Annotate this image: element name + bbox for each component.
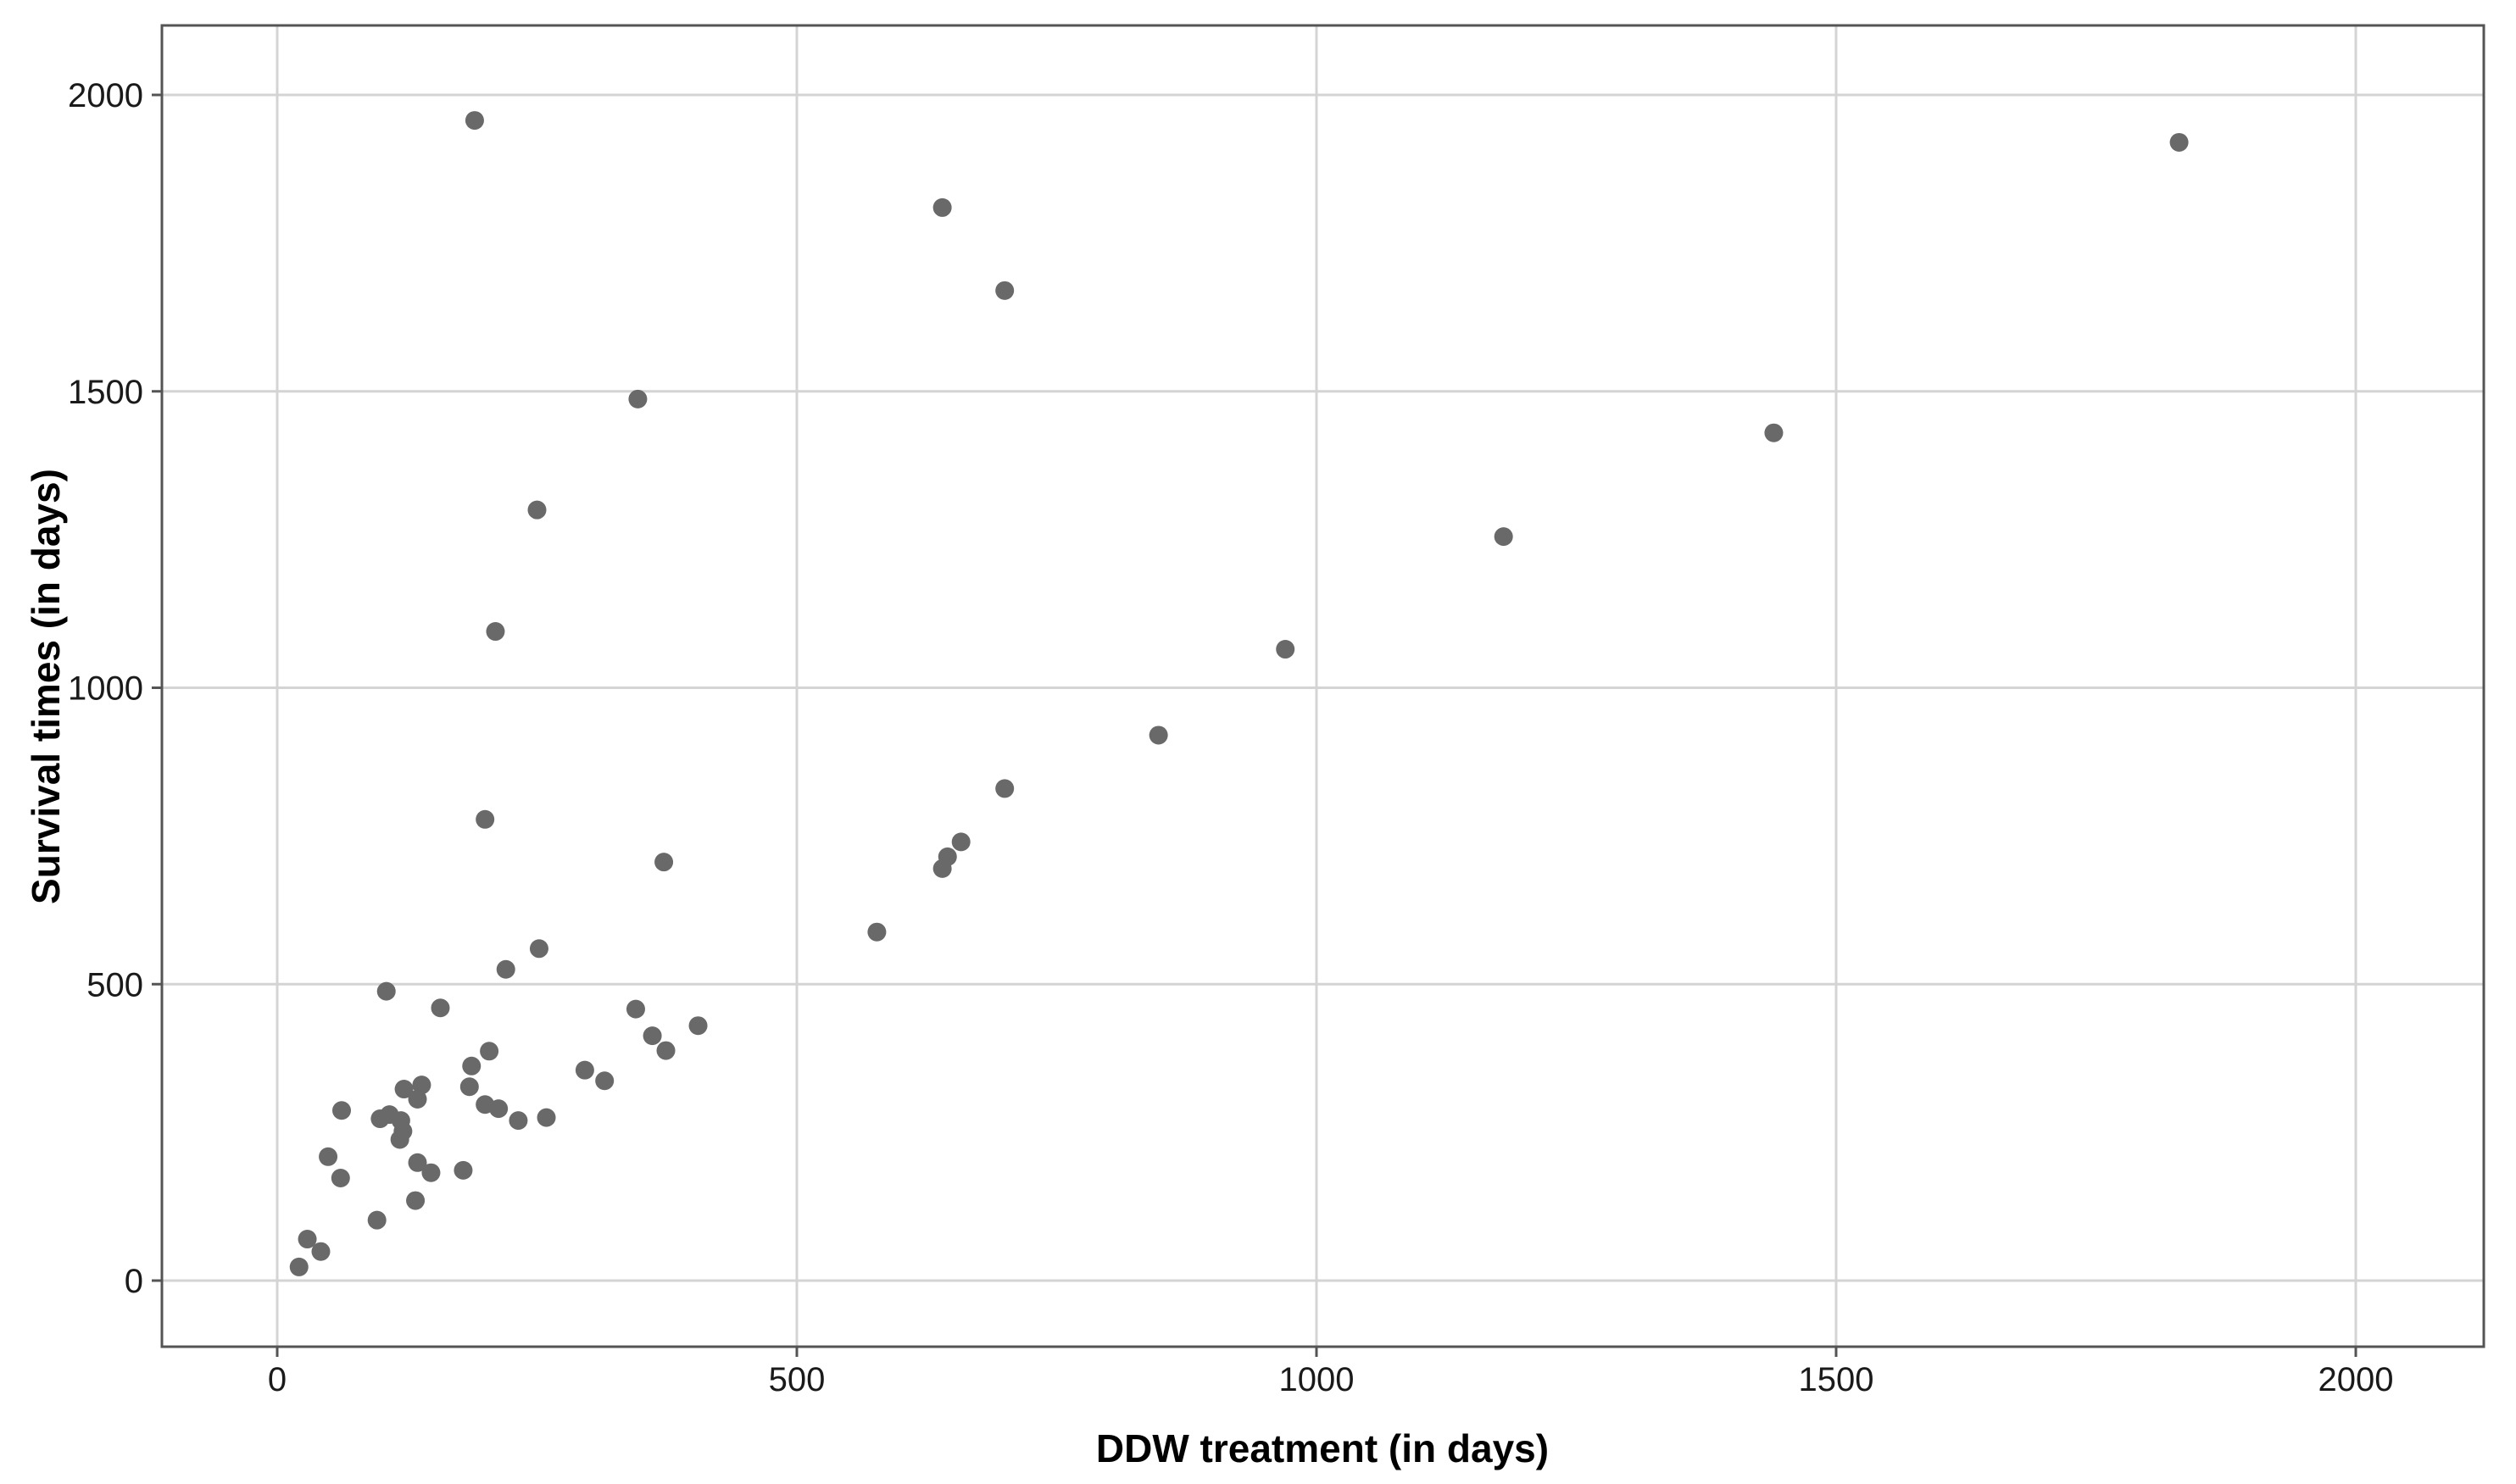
- data-point: [1494, 527, 1513, 547]
- data-point: [421, 1163, 441, 1182]
- data-point: [480, 1042, 499, 1061]
- data-point: [462, 1056, 481, 1075]
- data-point: [298, 1230, 317, 1249]
- data-point: [408, 1089, 427, 1109]
- data-point: [527, 500, 547, 520]
- data-point: [595, 1071, 615, 1091]
- data-point: [1149, 725, 1168, 745]
- x-tick-label: 1000: [1279, 1361, 1355, 1398]
- data-point: [311, 1242, 331, 1261]
- data-point: [951, 832, 971, 852]
- data-point: [486, 622, 505, 642]
- data-point: [489, 1099, 509, 1119]
- x-tick-label: 500: [769, 1361, 826, 1398]
- data-point: [1276, 640, 1295, 659]
- data-point: [656, 1041, 676, 1060]
- data-point: [476, 809, 495, 829]
- x-tick-label: 0: [268, 1361, 287, 1398]
- y-tick-label: 2000: [68, 77, 143, 114]
- data-point: [1764, 423, 1784, 442]
- data-point: [626, 999, 645, 1019]
- data-point: [628, 389, 648, 409]
- data-point: [995, 281, 1015, 300]
- data-point: [529, 939, 548, 959]
- x-tick-label: 1500: [1799, 1361, 1874, 1398]
- x-axis-title: DDW treatment (in days): [1095, 1426, 1550, 1470]
- y-axis-title: Survival times (in days): [24, 469, 68, 904]
- data-point: [2169, 132, 2189, 152]
- data-point: [496, 959, 515, 979]
- data-point: [575, 1060, 594, 1080]
- x-tick-label: 2000: [2318, 1361, 2394, 1398]
- data-point: [431, 998, 450, 1018]
- y-tick-label: 1500: [68, 374, 143, 411]
- data-point: [408, 1153, 427, 1172]
- data-point: [932, 197, 952, 217]
- y-tick-label: 0: [125, 1263, 143, 1300]
- data-point: [406, 1191, 426, 1210]
- data-point: [289, 1257, 309, 1276]
- data-point: [454, 1160, 473, 1180]
- data-point: [995, 779, 1015, 798]
- data-point: [367, 1210, 387, 1230]
- data-point: [465, 111, 484, 131]
- data-point: [331, 1168, 350, 1187]
- data-point: [332, 1101, 352, 1120]
- data-point: [319, 1147, 338, 1166]
- y-tick-label: 1000: [68, 670, 143, 708]
- data-point: [867, 922, 887, 942]
- data-point: [509, 1111, 528, 1131]
- data-point: [688, 1016, 708, 1036]
- data-point: [654, 853, 674, 872]
- data-point: [932, 859, 952, 878]
- plot-frame: [160, 24, 2485, 1348]
- data-point: [394, 1080, 414, 1099]
- y-tick-label: 500: [86, 966, 143, 1003]
- data-point: [537, 1108, 556, 1127]
- data-point: [643, 1026, 662, 1046]
- data-point: [390, 1130, 409, 1149]
- data-point: [459, 1077, 479, 1097]
- plot-background: [162, 25, 2484, 1347]
- data-point: [376, 981, 396, 1001]
- data-point: [412, 1075, 431, 1095]
